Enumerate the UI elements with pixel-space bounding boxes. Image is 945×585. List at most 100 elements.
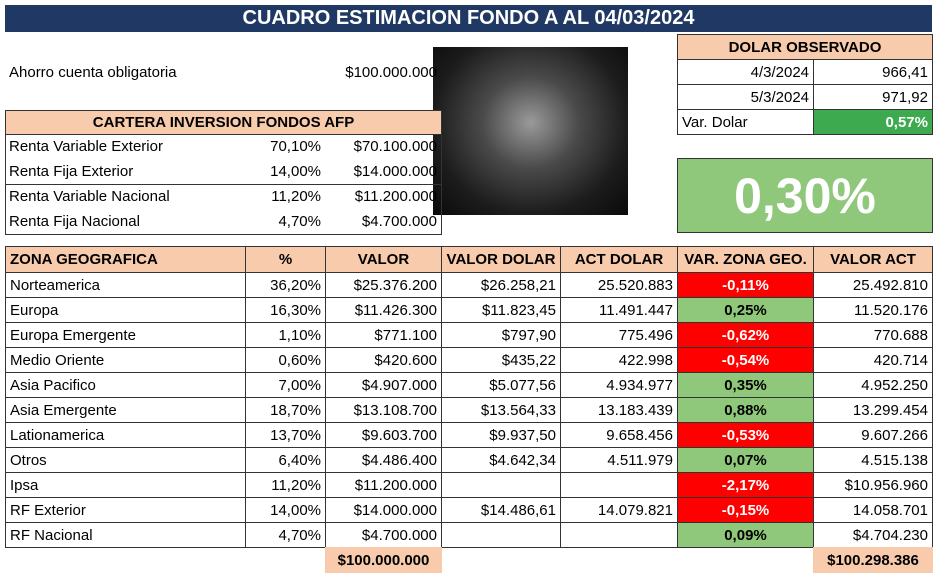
table-cell: Asia Emergente	[5, 397, 246, 423]
table-cell: $9.603.700	[325, 422, 442, 448]
column-header: VAR. ZONA GEO.	[677, 246, 814, 273]
cartera-cell: $14.000.000	[353, 163, 437, 180]
table-cell: 422.998	[560, 347, 678, 373]
column-header: ACT DOLAR	[560, 246, 678, 273]
cartera-cell: $70.100.000	[353, 138, 437, 155]
table-cell: 18,70%	[245, 397, 326, 423]
cartera-cell: $4.700.000	[361, 213, 437, 230]
table-cell: 11.491.447	[560, 297, 678, 323]
dolar-value: 971,92	[813, 84, 933, 110]
table-cell: 4,70%	[245, 522, 326, 548]
dolar-label: 4/3/2024	[677, 59, 814, 85]
samurai-image	[433, 47, 628, 215]
table-cell: 0,07%	[677, 447, 814, 473]
table-cell	[441, 472, 561, 498]
table-cell: $14.486,61	[441, 497, 561, 523]
cartera-cell: 11,20%	[271, 188, 321, 205]
cartera-cell: 4,70%	[278, 213, 321, 230]
column-header: %	[245, 246, 326, 273]
cartera-cell: 70,10%	[270, 138, 321, 155]
total-valor-act: $100.298.386	[813, 547, 933, 573]
table-cell: Otros	[5, 447, 246, 473]
table-cell: Europa	[5, 297, 246, 323]
table-cell: 25.492.810	[813, 272, 933, 298]
table-cell: RF Exterior	[5, 497, 246, 523]
dolar-label: 5/3/2024	[677, 84, 814, 110]
cartera-divider	[5, 184, 442, 185]
table-cell: $5.077,56	[441, 372, 561, 398]
table-cell: 4.934.977	[560, 372, 678, 398]
table-cell	[441, 522, 561, 548]
column-header: VALOR ACT	[813, 246, 933, 273]
table-cell: $797,90	[441, 322, 561, 348]
column-header: VALOR	[325, 246, 442, 273]
table-cell: $4.486.400	[325, 447, 442, 473]
table-cell: $4.700.000	[325, 522, 442, 548]
table-cell: 0,60%	[245, 347, 326, 373]
table-cell: $26.258,21	[441, 272, 561, 298]
dolar-value: 0,57%	[813, 109, 933, 135]
table-cell: Medio Oriente	[5, 347, 246, 373]
table-cell: 11.520.176	[813, 297, 933, 323]
table-cell: -2,17%	[677, 472, 814, 498]
table-cell	[560, 522, 678, 548]
table-cell: 0,88%	[677, 397, 814, 423]
table-cell: 14,00%	[245, 497, 326, 523]
column-header: ZONA GEOGRAFICA	[5, 246, 246, 273]
table-cell: 16,30%	[245, 297, 326, 323]
ahorro-label: Ahorro cuenta obligatoria	[9, 64, 177, 81]
table-cell: 7,00%	[245, 372, 326, 398]
table-cell: 0,25%	[677, 297, 814, 323]
cartera-cell: 14,00%	[270, 163, 321, 180]
table-cell: 1,10%	[245, 322, 326, 348]
table-cell: $4.642,34	[441, 447, 561, 473]
ahorro-value: $100.000.000	[345, 64, 437, 81]
table-cell: $11.823,45	[441, 297, 561, 323]
table-cell: -0,62%	[677, 322, 814, 348]
table-cell	[560, 472, 678, 498]
table-cell: -0,54%	[677, 347, 814, 373]
table-cell: 25.520.883	[560, 272, 678, 298]
title: CUADRO ESTIMACION FONDO A AL 04/03/2024	[5, 5, 932, 32]
table-cell: -0,11%	[677, 272, 814, 298]
table-cell: $420.600	[325, 347, 442, 373]
table-cell: $11.426.300	[325, 297, 442, 323]
table-cell: $435,22	[441, 347, 561, 373]
cartera-cell: Renta Fija Exterior	[9, 163, 134, 180]
table-cell: $10.956.960	[813, 472, 933, 498]
table-cell: $13.108.700	[325, 397, 442, 423]
table-cell: 4.511.979	[560, 447, 678, 473]
table-cell: 775.496	[560, 322, 678, 348]
dolar-header: DOLAR OBSERVADO	[677, 34, 933, 60]
cartera-cell: Renta Fija Nacional	[9, 213, 140, 230]
cartera-cell: $11.200.000	[354, 188, 437, 205]
table-cell: 11,20%	[245, 472, 326, 498]
total-valor: $100.000.000	[325, 547, 442, 573]
table-cell: 13.183.439	[560, 397, 678, 423]
dolar-value: 966,41	[813, 59, 933, 85]
dolar-label: Var. Dolar	[677, 109, 814, 135]
table-cell: 420.714	[813, 347, 933, 373]
table-cell: 6,40%	[245, 447, 326, 473]
table-cell: $4.907.000	[325, 372, 442, 398]
table-cell: $771.100	[325, 322, 442, 348]
table-cell: 9.607.266	[813, 422, 933, 448]
table-cell: -0,53%	[677, 422, 814, 448]
table-cell: $13.564,33	[441, 397, 561, 423]
table-cell: $11.200.000	[325, 472, 442, 498]
table-cell: 4.952.250	[813, 372, 933, 398]
cartera-header: CARTERA INVERSION FONDOS AFP	[5, 110, 442, 135]
table-cell: 9.658.456	[560, 422, 678, 448]
table-cell: 13.299.454	[813, 397, 933, 423]
table-cell: Norteamerica	[5, 272, 246, 298]
table-cell: $4.704.230	[813, 522, 933, 548]
table-cell: 36,20%	[245, 272, 326, 298]
table-cell: 13,70%	[245, 422, 326, 448]
table-cell: 14.079.821	[560, 497, 678, 523]
table-cell: Ipsa	[5, 472, 246, 498]
table-cell: 0,09%	[677, 522, 814, 548]
summary-value: 0,30%	[677, 158, 933, 233]
table-cell: $14.000.000	[325, 497, 442, 523]
table-cell: 4.515.138	[813, 447, 933, 473]
